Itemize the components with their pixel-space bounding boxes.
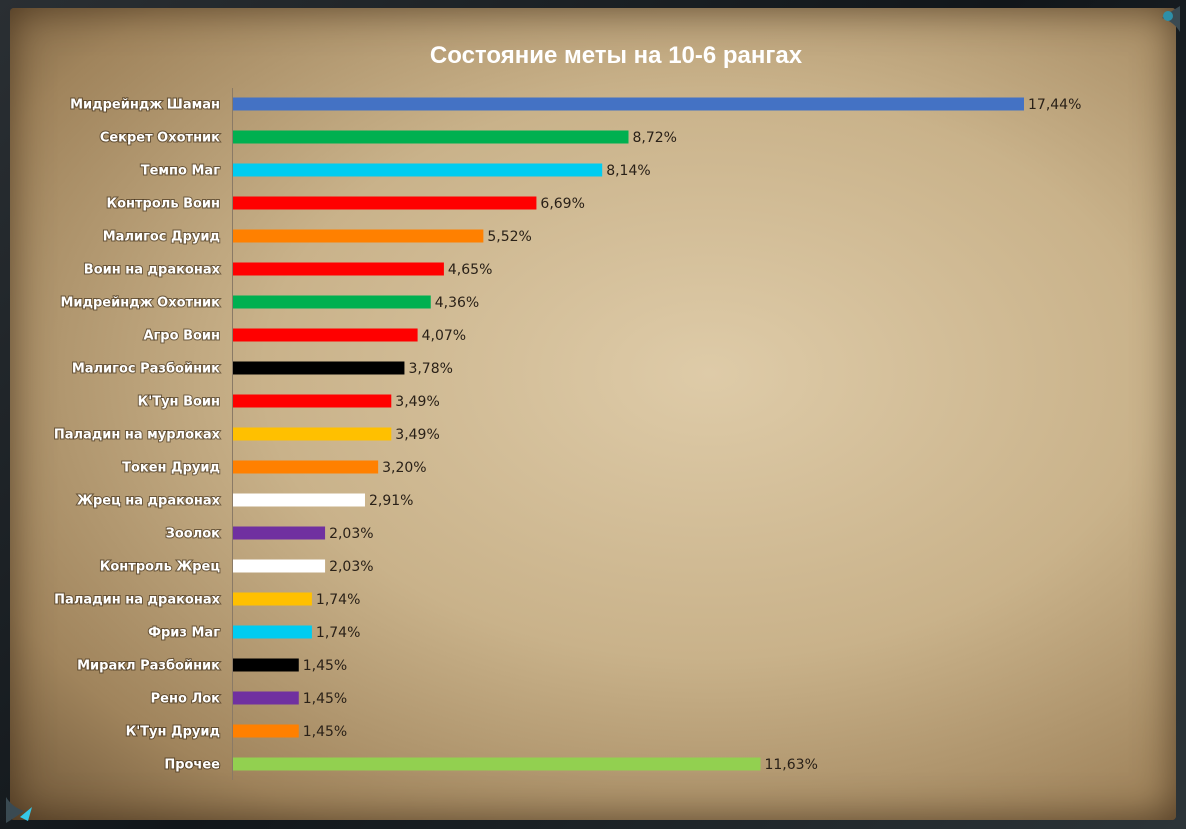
value-label: 11,63% xyxy=(764,757,817,773)
bar xyxy=(233,493,365,507)
category-label: Мидрейндж Охотник xyxy=(60,296,220,311)
value-label: 3,49% xyxy=(395,427,439,443)
value-label: 1,74% xyxy=(316,625,360,641)
value-label: 1,74% xyxy=(316,592,360,608)
category-label: Прочее xyxy=(164,758,220,773)
chart-title: Состояние меты на 10-6 рангах xyxy=(430,42,803,69)
value-label: 3,49% xyxy=(395,394,439,410)
bar xyxy=(233,163,603,177)
bar xyxy=(233,262,444,276)
category-label: Малигос Разбойник xyxy=(72,362,220,377)
value-label: 8,14% xyxy=(606,163,650,179)
bar xyxy=(233,658,299,672)
category-label: Контроль Воин xyxy=(106,197,220,212)
category-label: К'Тун Друид xyxy=(126,725,220,740)
category-label: Рено Лок xyxy=(151,692,221,707)
bar xyxy=(233,328,418,342)
bar xyxy=(233,97,1024,111)
category-label: Малигос Друид xyxy=(103,230,220,245)
category-label: Темпо Маг xyxy=(141,164,220,179)
value-label: 1,45% xyxy=(303,658,347,674)
value-label: 2,91% xyxy=(369,493,413,509)
value-label: 3,78% xyxy=(408,361,452,377)
value-label: 8,72% xyxy=(633,130,677,146)
category-label: Фриз Маг xyxy=(148,626,220,641)
bar xyxy=(233,130,629,144)
value-label: 2,03% xyxy=(329,526,373,542)
bar xyxy=(233,691,299,705)
value-label: 1,45% xyxy=(303,691,347,707)
bar xyxy=(233,625,312,639)
category-label: Агро Воин xyxy=(143,329,220,344)
category-label: Жрец на драконах xyxy=(77,494,221,509)
category-label: Секрет Охотник xyxy=(100,131,220,146)
value-label: 4,65% xyxy=(448,262,492,278)
category-label: Миракл Разбойник xyxy=(77,659,220,674)
value-label: 17,44% xyxy=(1028,97,1081,113)
bar xyxy=(233,229,484,243)
value-label: 5,52% xyxy=(487,229,531,245)
value-label: 4,36% xyxy=(435,295,479,311)
bar xyxy=(233,394,392,408)
value-label: 4,07% xyxy=(422,328,466,344)
bars-group: Мидрейндж Шаман 17,44% Секрет Охотник 8,72%… xyxy=(53,97,1082,774)
value-label: 1,45% xyxy=(303,724,347,740)
category-label: Паладин на мурлоках xyxy=(54,428,221,443)
bar xyxy=(233,592,312,606)
bar xyxy=(233,724,299,738)
bar xyxy=(233,757,761,771)
value-label: 6,69% xyxy=(540,196,584,212)
bar xyxy=(233,295,431,309)
category-label: Токен Друид xyxy=(122,461,220,476)
bar xyxy=(233,361,405,375)
category-label: Паладин на драконах xyxy=(54,593,220,608)
value-label: 2,03% xyxy=(329,559,373,575)
bar xyxy=(233,196,537,210)
bar xyxy=(233,526,326,540)
corner-ornament-icon xyxy=(1162,6,1180,32)
value-label: 3,20% xyxy=(382,460,426,476)
bar xyxy=(233,427,392,441)
bar xyxy=(233,460,379,474)
corner-ornament-icon xyxy=(6,797,32,823)
category-label: Мидрейндж Шаман xyxy=(70,98,220,113)
category-label: Зоолок xyxy=(166,527,221,542)
category-label: Воин на драконах xyxy=(84,263,221,278)
category-label: К'Тун Воин xyxy=(138,395,220,410)
bar xyxy=(233,559,326,573)
category-label: Контроль Жрец xyxy=(100,560,221,575)
